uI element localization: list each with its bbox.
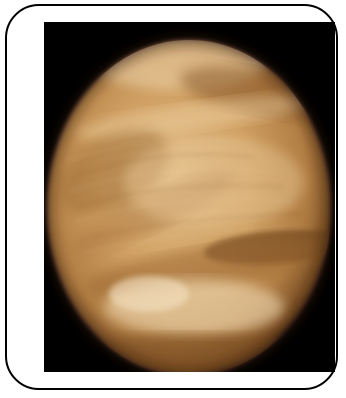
cloud-bands	[59, 40, 331, 370]
venus-image	[44, 22, 335, 372]
planet-photo	[44, 22, 335, 372]
